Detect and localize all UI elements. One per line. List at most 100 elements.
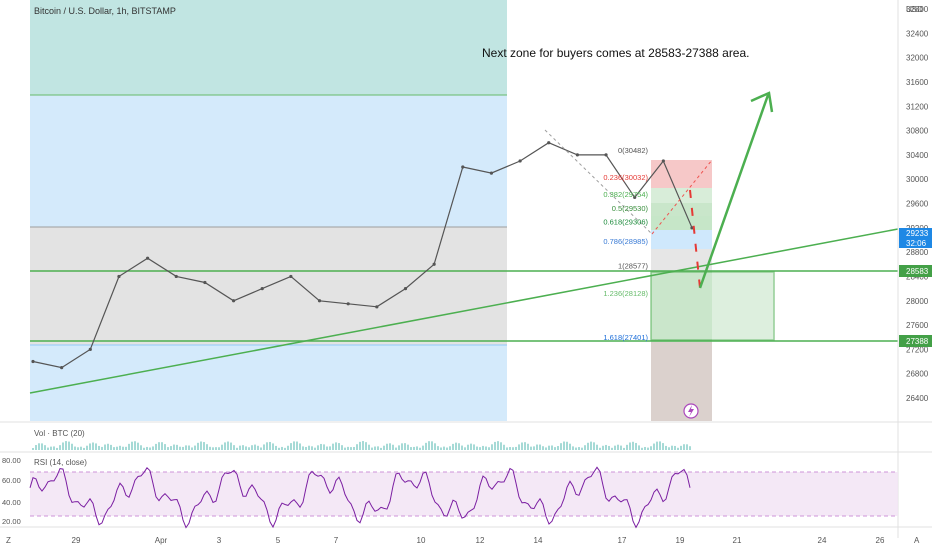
lightning-glyph-icon: [688, 405, 694, 417]
volume-bar: [452, 443, 454, 450]
price-tick-label: 26800: [906, 370, 929, 379]
price-point: [403, 286, 408, 291]
fib-band-1: [651, 188, 712, 203]
trendline[interactable]: [29, 228, 899, 394]
volume-bar: [470, 443, 472, 450]
volume-bar: [386, 443, 388, 450]
time-tick-label: 5: [276, 536, 281, 545]
volume-bar: [575, 447, 577, 450]
price-point: [633, 195, 637, 200]
volume-bar: [143, 447, 145, 450]
volume-bar: [236, 447, 238, 450]
volume-bar: [383, 445, 385, 450]
volume-bar: [269, 441, 271, 450]
volume-bar: [266, 442, 268, 450]
time-tick-label: 3: [217, 536, 222, 545]
rsi-label: RSI (14, close): [34, 458, 87, 467]
volume-bar: [44, 445, 46, 450]
volume-bar: [560, 443, 562, 450]
volume-bar: [398, 445, 400, 450]
volume-bar: [608, 445, 610, 450]
buyers-zone-box[interactable]: [650, 271, 775, 341]
volume-bar: [671, 445, 673, 450]
price-point: [146, 256, 150, 260]
volume-bar: [173, 444, 175, 450]
volume-bar: [584, 445, 586, 450]
volume-bar: [245, 446, 247, 450]
price-point: [575, 153, 579, 157]
volume-bar: [47, 447, 49, 450]
volume-bar: [80, 446, 82, 450]
volume-bar: [596, 444, 598, 450]
volume-bar: [155, 443, 157, 450]
price-point: [31, 359, 35, 364]
price-tick-label: 30800: [906, 127, 929, 136]
volume-bar: [467, 444, 469, 450]
price-tick-label: 26400: [906, 394, 929, 403]
time-axis-corner-right[interactable]: A: [914, 536, 920, 545]
arrow-head[interactable]: [750, 91, 774, 113]
volume-bar: [38, 443, 40, 450]
volume-bar: [191, 447, 193, 450]
volume-bar: [374, 446, 376, 450]
volume-bar: [317, 445, 319, 450]
volume-bar: [137, 442, 139, 450]
volume-bar: [611, 447, 613, 450]
time-tick-label: 26: [876, 536, 885, 545]
volume-bar: [50, 446, 52, 450]
volume-bar: [287, 445, 289, 450]
volume-bar: [428, 441, 430, 450]
volume-bar: [602, 445, 604, 450]
volume-bar: [125, 446, 127, 450]
volume-bar: [227, 441, 229, 450]
volume-bar: [104, 444, 106, 450]
volume-bar: [662, 443, 664, 450]
price-tick-label: 30400: [906, 151, 929, 160]
volume-bar: [647, 447, 649, 450]
time-tick-label: 29: [72, 536, 81, 545]
arrow-shaft[interactable]: [698, 94, 770, 289]
volume-bar: [410, 447, 412, 450]
volume-bar: [131, 441, 133, 450]
fib-level-label: 1(28577): [618, 262, 649, 271]
volume-bar: [593, 442, 595, 450]
volume-bar: [401, 443, 403, 450]
volume-bar: [65, 441, 67, 450]
volume-bar: [200, 441, 202, 450]
fib-band-2: [651, 203, 712, 216]
volume-bar: [521, 442, 523, 450]
volume-bar: [557, 446, 559, 450]
volume-bar: [350, 447, 352, 450]
volume-bar: [626, 444, 628, 450]
volume-bar: [491, 444, 493, 450]
price-point: [375, 305, 379, 309]
time-tick-label: 17: [618, 536, 627, 545]
volume-bar: [623, 447, 625, 450]
volume-bar: [149, 447, 151, 450]
volume-bar: [119, 445, 121, 450]
volume-bar: [482, 445, 484, 450]
price-point: [203, 280, 207, 285]
time-axis-corner-left[interactable]: Z: [6, 536, 11, 545]
volume-bar: [203, 442, 205, 450]
fib-labels: 0(30482) 0.236(30032) 0.382(29754) 0.5(2953…: [603, 146, 648, 342]
volume-bar: [449, 446, 451, 450]
volume-bar: [308, 445, 310, 450]
volume-bar: [95, 443, 97, 450]
volume-bar: [485, 446, 487, 450]
volume-bar: [179, 446, 181, 450]
annotation-text[interactable]: Next zone for buyers comes at 28583-2738…: [482, 46, 750, 60]
volume-bar: [365, 442, 367, 450]
volume-bars: [32, 441, 691, 450]
volume-bar: [74, 446, 76, 450]
volume-bar: [326, 446, 328, 450]
price-tick-label: 31600: [906, 78, 929, 87]
volume-bar: [305, 446, 307, 450]
volume-bar: [464, 447, 466, 450]
volume-bar: [314, 447, 316, 450]
time-tick-label: 24: [818, 536, 827, 545]
volume-bar: [674, 445, 676, 450]
volume-bar: [497, 441, 499, 450]
volume-bar: [185, 445, 187, 450]
